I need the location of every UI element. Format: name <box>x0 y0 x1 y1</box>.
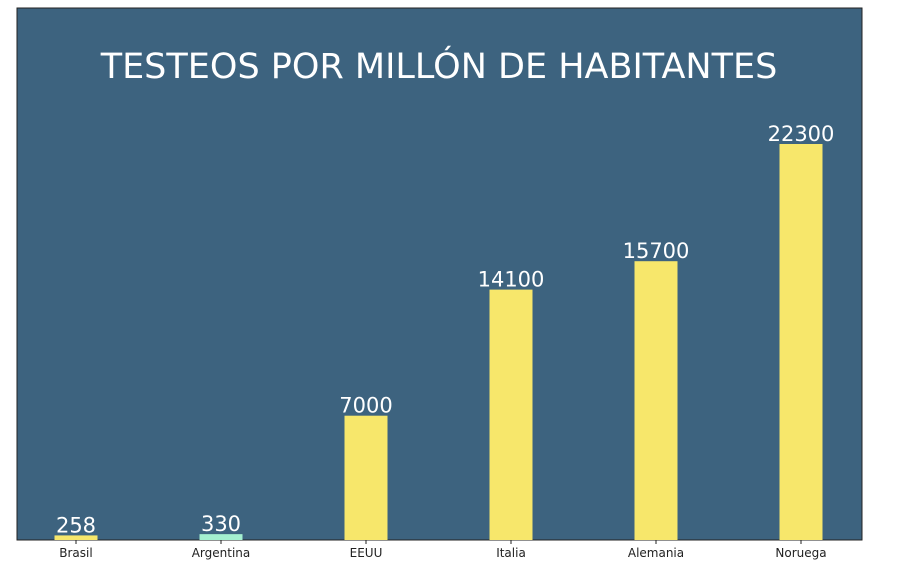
bar-brasil <box>54 535 98 540</box>
bars-group <box>54 144 823 540</box>
x-tick-label-argentina: Argentina <box>192 546 251 560</box>
data-label-alemania: 15700 <box>623 239 690 263</box>
x-tick-label-alemania: Alemania <box>628 546 684 560</box>
data-label-noruega: 22300 <box>768 122 835 146</box>
bar-noruega <box>779 144 823 540</box>
bar-argentina <box>199 534 243 540</box>
x-tick-label-noruega: Noruega <box>775 546 826 560</box>
x-axis: Brasil Argentina EEUU Italia Alemania Noruega <box>59 540 827 560</box>
data-label-italia: 14100 <box>478 268 545 292</box>
x-tick-label-eeuu: EEUU <box>350 546 383 560</box>
bar-eeuu <box>344 415 388 540</box>
bar-alemania <box>634 261 678 540</box>
data-label-argentina: 330 <box>201 512 241 536</box>
data-label-eeuu: 7000 <box>339 394 392 418</box>
bar-italia <box>489 289 533 540</box>
plot-area <box>16 7 863 541</box>
value-labels-group: 258 330 7000 14100 15700 22300 <box>56 122 834 537</box>
x-tick-label-italia: Italia <box>496 546 526 560</box>
x-tick-label-brasil: Brasil <box>59 546 92 560</box>
data-label-brasil: 258 <box>56 513 96 537</box>
chart-title: TESTEOS POR MILLÓN DE HABITANTES <box>100 45 778 87</box>
